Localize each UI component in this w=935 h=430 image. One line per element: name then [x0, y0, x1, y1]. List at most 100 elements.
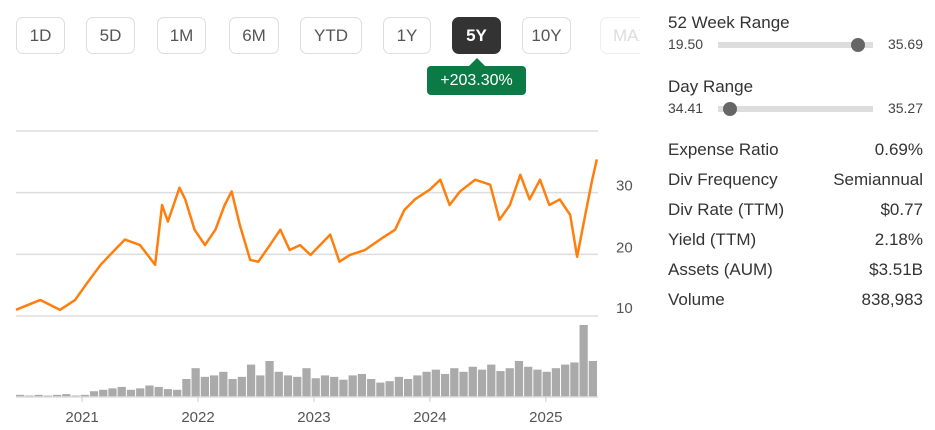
- volume-bar: [551, 368, 561, 397]
- volume-bar: [348, 375, 357, 397]
- volume-bar: [385, 381, 394, 397]
- y-tick-label: 10: [616, 300, 633, 317]
- volume-bar: [413, 375, 422, 397]
- week52-track: [718, 38, 873, 52]
- volume-bar: [302, 368, 311, 397]
- range-button-max[interactable]: MAX: [600, 17, 640, 54]
- stat-value: $3.51B: [869, 260, 923, 279]
- day-range-low: 34.41: [668, 100, 704, 116]
- stat-label: Div Frequency: [668, 170, 778, 189]
- range-button-10y[interactable]: 10Y: [522, 17, 571, 54]
- stat-label: Yield (TTM): [668, 230, 757, 249]
- stat-row: Yield (TTM) 2.18%: [668, 230, 923, 254]
- volume-bar: [145, 385, 154, 397]
- week52-title: 52 Week Range: [668, 13, 790, 32]
- volume-bar: [468, 366, 477, 397]
- day-range-thumb: [723, 102, 738, 116]
- volume-bar: [533, 369, 542, 397]
- volume-bar: [200, 376, 209, 397]
- stat-row: Expense Ratio 0.69%: [668, 140, 923, 164]
- volume-bar: [228, 379, 237, 397]
- price-chart: 10 20 30 2021 2022 2023 2024 2025: [15, 130, 633, 426]
- range-button-1y[interactable]: 1Y: [383, 17, 431, 54]
- volume-bar: [496, 371, 505, 397]
- volume-bar: [62, 394, 71, 397]
- volume-bar: [431, 369, 440, 397]
- volume-bar: [136, 388, 145, 397]
- stat-row: Div Frequency Semiannual: [668, 170, 923, 194]
- x-tick-label: 2025: [529, 409, 562, 426]
- volume-bar: [52, 394, 62, 397]
- volume-bar: [588, 361, 597, 397]
- stat-label: Assets (AUM): [668, 260, 773, 279]
- volume-bar: [191, 368, 200, 397]
- volume-bar: [108, 388, 117, 397]
- volume-bar: [283, 375, 293, 397]
- stat-value: $0.77: [880, 200, 923, 219]
- volume-bar: [89, 391, 99, 397]
- stat-label: Volume: [668, 290, 725, 309]
- volume-bar: [422, 371, 431, 397]
- volume-bar: [246, 364, 256, 397]
- volume-bar: [293, 376, 302, 397]
- y-tick-label: 20: [616, 239, 633, 256]
- volume-bar: [339, 379, 348, 397]
- x-tick-label: 2021: [65, 409, 98, 426]
- volume-bar: [459, 371, 468, 397]
- day-range-track: [718, 102, 873, 116]
- volume-bar: [404, 379, 413, 397]
- x-tick-label: 2024: [413, 409, 446, 426]
- volume-bar: [117, 386, 126, 397]
- range-button-1d[interactable]: 1D: [16, 17, 65, 54]
- stat-row: Assets (AUM) $3.51B: [668, 260, 923, 284]
- stat-row: Div Rate (TTM) $0.77: [668, 200, 923, 224]
- volume-bar: [219, 371, 228, 397]
- volume-bar: [34, 394, 43, 397]
- volume-bar: [505, 368, 514, 397]
- volume-bar: [256, 375, 265, 397]
- stat-value: 838,983: [861, 290, 923, 309]
- price-line: [15, 159, 599, 312]
- stat-label: Expense Ratio: [668, 140, 779, 159]
- volume-bar: [16, 394, 25, 397]
- stat-value: Semiannual: [833, 170, 923, 189]
- range-button-1m[interactable]: 1M: [157, 17, 206, 54]
- volume-bar: [367, 379, 376, 397]
- volume-bar: [394, 376, 403, 397]
- volume-bar: [570, 362, 579, 397]
- volume-bar: [487, 364, 496, 397]
- volume-bar: [154, 386, 163, 397]
- volume-bar: [80, 394, 89, 397]
- volume-bar: [477, 369, 487, 397]
- volume-bar: [514, 361, 524, 397]
- volume-bar: [524, 366, 533, 397]
- volume-bar: [237, 376, 246, 397]
- volume-bar: [450, 368, 459, 397]
- range-button-ytd[interactable]: YTD: [300, 17, 362, 54]
- change-badge: +203.30%: [427, 58, 526, 95]
- week52-high: 35.69: [887, 36, 923, 52]
- stat-row: Volume 838,983: [668, 290, 923, 314]
- week52-thumb: [850, 38, 865, 52]
- x-tick-label: 2023: [297, 409, 330, 426]
- volume-bar: [311, 378, 320, 397]
- volume-bar: [542, 371, 551, 397]
- volume-bar: [173, 389, 182, 397]
- volume-bar: [561, 364, 570, 397]
- range-button-5y[interactable]: 5Y: [452, 17, 501, 54]
- day-range-title: Day Range: [668, 77, 754, 96]
- range-button-6m[interactable]: 6M: [229, 17, 279, 54]
- range-button-5d[interactable]: 5D: [86, 17, 135, 54]
- volume-bar: [357, 373, 367, 397]
- volume-bar: [265, 361, 274, 397]
- volume-bar: [163, 389, 173, 397]
- day-range: Day Range 34.41 35.27: [668, 77, 923, 118]
- volume-bar: [579, 325, 588, 397]
- volume-bar: [126, 389, 136, 397]
- stat-value: 2.18%: [874, 230, 923, 249]
- week52-low: 19.50: [668, 36, 704, 52]
- volume-bar: [320, 375, 330, 397]
- volume-bar: [210, 375, 219, 397]
- y-tick-label: 30: [616, 178, 633, 195]
- x-tick-label: 2022: [181, 409, 214, 426]
